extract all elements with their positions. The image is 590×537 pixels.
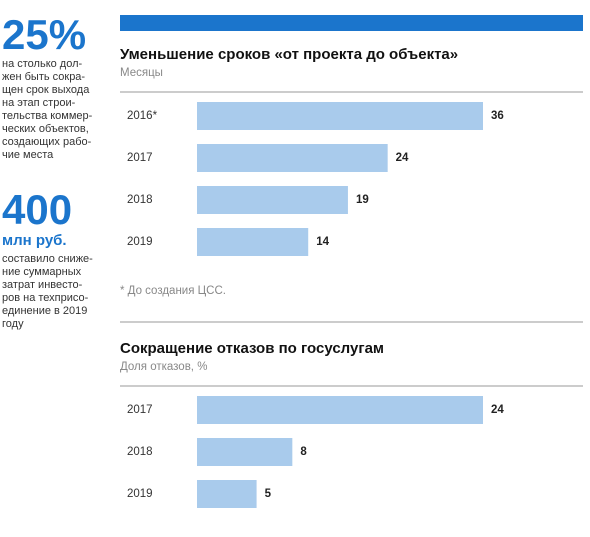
value-label: 24 <box>491 404 504 416</box>
bar <box>197 186 348 214</box>
category-label: 2017 <box>127 152 153 164</box>
stat-caption: единение в 2019 <box>2 305 87 317</box>
category-label: 2018 <box>127 194 153 206</box>
stat-caption: затрат инвесто- <box>2 279 83 291</box>
bar <box>197 144 388 172</box>
stat-unit: млн руб. <box>2 232 67 249</box>
stat-caption: году <box>2 318 24 330</box>
stat-caption: составило сниже- <box>2 253 93 265</box>
bar <box>197 228 309 256</box>
stat-caption: на этап строи- <box>2 97 76 109</box>
category-label: 2017 <box>127 404 153 416</box>
chart-title: Уменьшение сроков «от проекта до объекта… <box>120 46 458 63</box>
stat-caption: жен быть сокра- <box>2 71 85 83</box>
stat-value: 400 <box>2 186 72 233</box>
category-label: 2018 <box>127 446 153 458</box>
bar <box>197 438 293 466</box>
stat-caption: на столько дол- <box>2 58 83 70</box>
chart-title: Сокращение отказов по госуслугам <box>120 340 384 357</box>
value-label: 5 <box>265 488 272 500</box>
stat-caption: создающих рабо- <box>2 136 92 148</box>
chart-subtitle: Доля отказов, % <box>120 361 207 373</box>
chart-subtitle: Месяцы <box>120 67 163 79</box>
stat-caption: тельства коммер- <box>2 110 93 122</box>
stat-caption: ческих объектов, <box>2 123 89 135</box>
category-label: 2019 <box>127 236 153 248</box>
category-label: 2019 <box>127 488 153 500</box>
value-label: 14 <box>316 236 329 248</box>
value-label: 36 <box>491 110 504 122</box>
stat-caption: ние суммарных <box>2 266 82 278</box>
value-label: 8 <box>300 446 307 458</box>
stat-caption: щен срок выхода <box>2 84 90 96</box>
stat-caption: ров на техприсо- <box>2 292 89 304</box>
bar <box>197 396 483 424</box>
value-label: 24 <box>396 152 409 164</box>
stat-caption: чие места <box>2 149 54 161</box>
bar <box>197 480 257 508</box>
stat-value: 25% <box>2 11 86 58</box>
bar <box>197 102 483 130</box>
footnote: * До создания ЦСС. <box>120 285 226 297</box>
value-label: 19 <box>356 194 369 206</box>
category-label: 2016* <box>127 110 158 122</box>
header-band <box>120 15 583 31</box>
